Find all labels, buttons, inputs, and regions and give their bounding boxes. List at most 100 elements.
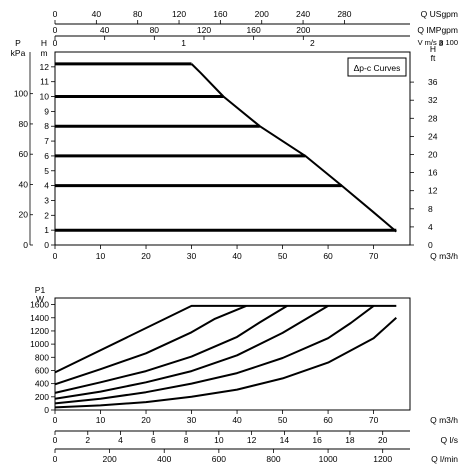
ls-tick-label: 8 <box>184 435 189 445</box>
m-tick-label: 1 <box>44 225 49 235</box>
usgpm-tick-label: 200 <box>255 9 269 19</box>
ls-tick-label: 12 <box>247 435 257 445</box>
usgpm-unit-label: Q USgpm <box>421 9 458 19</box>
lmin-tick-label: 200 <box>103 454 117 464</box>
head-x-tick-label: 70 <box>369 251 379 261</box>
power-tick-label: 800 <box>35 352 49 362</box>
kpa-tick-label: 60 <box>19 149 29 159</box>
ft-tick-label: 4 <box>428 222 433 232</box>
power-axis-label-p: P1 <box>35 285 46 295</box>
velocity-tick-label: 2 <box>310 38 315 48</box>
ft-tick-label: 12 <box>428 186 438 196</box>
ls-unit-label: Q l/s <box>441 435 458 445</box>
power-tick-label: 400 <box>35 379 49 389</box>
head-x-tick-label: 0 <box>53 251 58 261</box>
power-x-tick-label: 30 <box>187 415 197 425</box>
head-x-tick-label: 30 <box>187 251 197 261</box>
lmin-tick-label: 1000 <box>319 454 338 464</box>
m-tick-label: 7 <box>44 136 49 146</box>
legend-box <box>347 57 407 77</box>
power-curve <box>54 305 375 405</box>
power-curve <box>54 305 329 400</box>
m-tick-label: 0 <box>44 240 49 250</box>
ls-tick-label: 14 <box>280 435 290 445</box>
impgpm-tick-label: 0 <box>53 25 58 35</box>
lmin-unit-label: Q l/min <box>431 454 458 464</box>
lmin-tick-label: 1200 <box>373 454 392 464</box>
ls-tick-label: 2 <box>85 435 90 445</box>
power-plot-frame <box>54 297 411 411</box>
power-chart: P1W 0 200 400 600 800 1000 1200 1400 1600 0 10 20 30 4… <box>30 285 458 425</box>
usgpm-tick-label: 0 <box>53 9 58 19</box>
lmin-tick-label: 400 <box>157 454 171 464</box>
velocity-unit-label: V m/s ø 100 <box>418 38 458 47</box>
m-tick-label: 10 <box>40 92 50 102</box>
m-tick-label: 2 <box>44 210 49 220</box>
kpa-tick-label: 0 <box>23 240 28 250</box>
kpa-axis-label-unit: kPa <box>11 48 26 58</box>
ft-tick-label: 16 <box>428 168 438 178</box>
impgpm-tick-label: 120 <box>197 25 211 35</box>
power-tick-label: 1000 <box>30 339 49 349</box>
power-tick-label: 1600 <box>30 300 49 310</box>
ft-tick-label: 8 <box>428 204 433 214</box>
usgpm-tick-label: 160 <box>213 9 227 19</box>
usgpm-tick-label: 240 <box>296 9 310 19</box>
usgpm-tick-label: 80 <box>133 9 143 19</box>
head-x-tick-label: 10 <box>96 251 106 261</box>
kpa-tick-label: 40 <box>19 179 29 189</box>
velocity-tick-label: 3 <box>439 38 444 48</box>
power-x-tick-label: 40 <box>232 415 242 425</box>
power-tick-label: 600 <box>35 365 49 375</box>
power-x-tick-label: 70 <box>369 415 379 425</box>
power-curve <box>54 304 397 374</box>
head-chart: 0123456789101112020406080100PkPaHm048121… <box>11 38 459 261</box>
power-curve <box>54 304 247 386</box>
power-x-tick-label: 20 <box>141 415 151 425</box>
ft-tick-label: 32 <box>428 95 438 105</box>
usgpm-tick-label: 120 <box>172 9 186 19</box>
lmin-tick-label: 800 <box>266 454 280 464</box>
ft-tick-label: 36 <box>428 77 438 87</box>
head-x-tick-label: 50 <box>278 251 288 261</box>
m-tick-label: 8 <box>44 121 49 131</box>
velocity-tick-label: 1 <box>181 38 186 48</box>
ft-tick-label: 28 <box>428 113 438 123</box>
impgpm-unit-label: Q IMPgpm <box>417 25 458 35</box>
ls-tick-label: 0 <box>53 435 58 445</box>
kpa-tick-label: 20 <box>19 210 29 220</box>
m-tick-label: 3 <box>44 195 49 205</box>
lmin-tick-label: 0 <box>53 454 58 464</box>
ft-axis-label-unit: ft <box>431 53 436 63</box>
head-x-tick-label: 60 <box>323 251 333 261</box>
ls-tick-label: 20 <box>378 435 388 445</box>
kpa-axis-label-p: P <box>15 38 21 48</box>
velocity-tick-label: 0 <box>53 38 58 48</box>
ft-tick-label: 24 <box>428 131 438 141</box>
max-head-curve <box>190 63 397 233</box>
ls-tick-label: 4 <box>118 435 123 445</box>
power-x-tick-label: 60 <box>323 415 333 425</box>
ft-tick-label: 0 <box>428 240 433 250</box>
power-curve <box>54 317 397 409</box>
ls-tick-label: 6 <box>151 435 156 445</box>
head-x-tick-label: 40 <box>232 251 242 261</box>
ls-tick-label: 10 <box>214 435 224 445</box>
m-tick-label: 4 <box>44 181 49 191</box>
m-tick-label: 5 <box>44 166 49 176</box>
bottom-axes: 0 2 4 6 8 10 12 14 16 18 20 Q l/s 0 200 400 600 800 1000 1… <box>53 430 458 464</box>
m-axis-label-unit: m <box>40 48 47 58</box>
kpa-tick-label: 80 <box>19 119 29 129</box>
power-x-unit-label: Q m3/h <box>430 415 458 425</box>
ls-tick-label: 18 <box>345 435 355 445</box>
kpa-tick-label: 100 <box>14 89 28 99</box>
m-tick-label: 12 <box>40 62 50 72</box>
power-x-tick-label: 0 <box>53 415 58 425</box>
power-tick-label: 1200 <box>30 326 49 336</box>
legend-box-label: Δp-c Curves <box>354 63 401 73</box>
power-axis-label-unit: W <box>36 294 44 304</box>
ls-tick-label: 16 <box>312 435 322 445</box>
power-tick-label: 200 <box>35 392 49 402</box>
